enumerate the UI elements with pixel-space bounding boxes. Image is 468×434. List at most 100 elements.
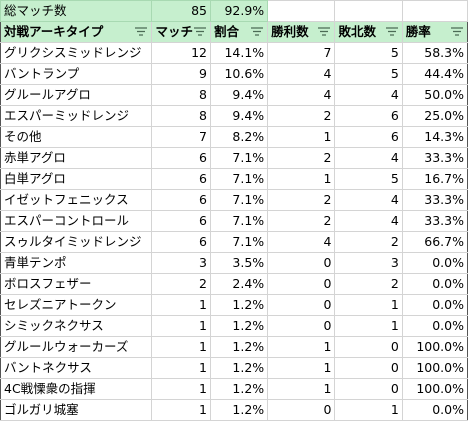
matches-cell[interactable]: 8	[151, 105, 211, 127]
wins-cell[interactable]: 2	[267, 147, 336, 169]
wins-cell[interactable]: 0	[267, 294, 336, 316]
matches-cell[interactable]: 6	[151, 189, 211, 211]
empty-cell[interactable]	[267, 0, 336, 22]
archetype-cell[interactable]: 青単テンポ	[0, 252, 153, 274]
matches-cell[interactable]: 6	[151, 231, 211, 253]
matches-cell[interactable]: 1	[151, 399, 211, 421]
share-cell[interactable]: 1.2%	[209, 378, 269, 400]
share-cell[interactable]: 1.2%	[209, 294, 269, 316]
matches-cell[interactable]: 2	[151, 273, 211, 295]
share-cell[interactable]: 1.2%	[209, 315, 269, 337]
losses-cell[interactable]: 1	[334, 315, 403, 337]
filter-dropdown-icon[interactable]	[250, 26, 264, 38]
archetype-cell[interactable]: スゥルタイミッドレンジ	[0, 231, 153, 253]
archetype-cell[interactable]: グリクシスミッドレンジ	[0, 42, 153, 64]
winrate-cell[interactable]: 0.0%	[401, 294, 468, 316]
share-cell[interactable]: 3.5%	[209, 252, 269, 274]
winrate-cell[interactable]: 100.0%	[401, 357, 468, 379]
wins-cell[interactable]: 1	[267, 168, 336, 190]
filter-dropdown-icon[interactable]	[317, 26, 331, 38]
header-cell-winrate[interactable]: 勝率	[401, 21, 468, 43]
winrate-cell[interactable]: 33.3%	[401, 147, 468, 169]
archetype-cell[interactable]: グルールアグロ	[0, 84, 153, 106]
losses-cell[interactable]: 5	[334, 63, 403, 85]
matches-cell[interactable]: 12	[151, 42, 211, 64]
wins-cell[interactable]: 1	[267, 378, 336, 400]
winrate-cell[interactable]: 44.4%	[401, 63, 468, 85]
header-cell-archetype[interactable]: 対戦アーキタイプ	[0, 21, 153, 43]
wins-cell[interactable]: 4	[267, 231, 336, 253]
matches-cell[interactable]: 1	[151, 336, 211, 358]
archetype-cell[interactable]: ゴルガリ城塞	[0, 399, 153, 421]
matches-cell[interactable]: 8	[151, 84, 211, 106]
losses-cell[interactable]: 1	[334, 399, 403, 421]
share-cell[interactable]: 9.4%	[209, 105, 269, 127]
wins-cell[interactable]: 2	[267, 189, 336, 211]
winrate-cell[interactable]: 50.0%	[401, 84, 468, 106]
wins-cell[interactable]: 0	[267, 273, 336, 295]
filter-dropdown-icon[interactable]	[193, 26, 207, 38]
winrate-cell[interactable]: 0.0%	[401, 399, 468, 421]
losses-cell[interactable]: 4	[334, 147, 403, 169]
losses-cell[interactable]: 5	[334, 42, 403, 64]
matches-cell[interactable]: 6	[151, 147, 211, 169]
filter-dropdown-icon[interactable]	[450, 26, 464, 38]
winrate-cell[interactable]: 58.3%	[401, 42, 468, 64]
matches-cell[interactable]: 1	[151, 378, 211, 400]
matches-cell[interactable]: 6	[151, 168, 211, 190]
losses-cell[interactable]: 2	[334, 273, 403, 295]
summary-percent-cell[interactable]: 92.9%	[209, 0, 269, 22]
winrate-cell[interactable]: 33.3%	[401, 210, 468, 232]
matches-cell[interactable]: 3	[151, 252, 211, 274]
winrate-cell[interactable]: 16.7%	[401, 168, 468, 190]
wins-cell[interactable]: 1	[267, 336, 336, 358]
matches-cell[interactable]: 1	[151, 357, 211, 379]
winrate-cell[interactable]: 14.3%	[401, 126, 468, 148]
archetype-cell[interactable]: バントネクサス	[0, 357, 153, 379]
losses-cell[interactable]: 4	[334, 210, 403, 232]
winrate-cell[interactable]: 100.0%	[401, 378, 468, 400]
share-cell[interactable]: 1.2%	[209, 399, 269, 421]
archetype-cell[interactable]: その他	[0, 126, 153, 148]
header-cell-matches[interactable]: マッチ	[151, 21, 211, 43]
winrate-cell[interactable]: 0.0%	[401, 273, 468, 295]
share-cell[interactable]: 2.4%	[209, 273, 269, 295]
wins-cell[interactable]: 0	[267, 252, 336, 274]
winrate-cell[interactable]: 0.0%	[401, 315, 468, 337]
empty-cell[interactable]	[401, 0, 468, 22]
summary-matches-cell[interactable]: 85	[151, 0, 211, 22]
losses-cell[interactable]: 0	[334, 357, 403, 379]
losses-cell[interactable]: 5	[334, 168, 403, 190]
empty-cell[interactable]	[334, 0, 403, 22]
losses-cell[interactable]: 1	[334, 294, 403, 316]
share-cell[interactable]: 7.1%	[209, 168, 269, 190]
wins-cell[interactable]: 0	[267, 315, 336, 337]
header-cell-share[interactable]: 割合	[209, 21, 269, 43]
winrate-cell[interactable]: 0.0%	[401, 252, 468, 274]
matches-cell[interactable]: 9	[151, 63, 211, 85]
winrate-cell[interactable]: 33.3%	[401, 189, 468, 211]
share-cell[interactable]: 7.1%	[209, 189, 269, 211]
archetype-cell[interactable]: エスパーコントロール	[0, 210, 153, 232]
share-cell[interactable]: 9.4%	[209, 84, 269, 106]
losses-cell[interactable]: 0	[334, 378, 403, 400]
archetype-cell[interactable]: 赤単アグロ	[0, 147, 153, 169]
share-cell[interactable]: 1.2%	[209, 357, 269, 379]
archetype-cell[interactable]: ボロスフェザー	[0, 273, 153, 295]
losses-cell[interactable]: 0	[334, 336, 403, 358]
losses-cell[interactable]: 4	[334, 84, 403, 106]
wins-cell[interactable]: 1	[267, 126, 336, 148]
archetype-cell[interactable]: エスパーミッドレンジ	[0, 105, 153, 127]
share-cell[interactable]: 14.1%	[209, 42, 269, 64]
winrate-cell[interactable]: 100.0%	[401, 336, 468, 358]
archetype-cell[interactable]: 白単アグロ	[0, 168, 153, 190]
winrate-cell[interactable]: 66.7%	[401, 231, 468, 253]
matches-cell[interactable]: 1	[151, 315, 211, 337]
losses-cell[interactable]: 6	[334, 105, 403, 127]
matches-cell[interactable]: 6	[151, 210, 211, 232]
wins-cell[interactable]: 7	[267, 42, 336, 64]
archetype-cell[interactable]: セレズニアトークン	[0, 294, 153, 316]
share-cell[interactable]: 7.1%	[209, 231, 269, 253]
share-cell[interactable]: 10.6%	[209, 63, 269, 85]
wins-cell[interactable]: 2	[267, 210, 336, 232]
